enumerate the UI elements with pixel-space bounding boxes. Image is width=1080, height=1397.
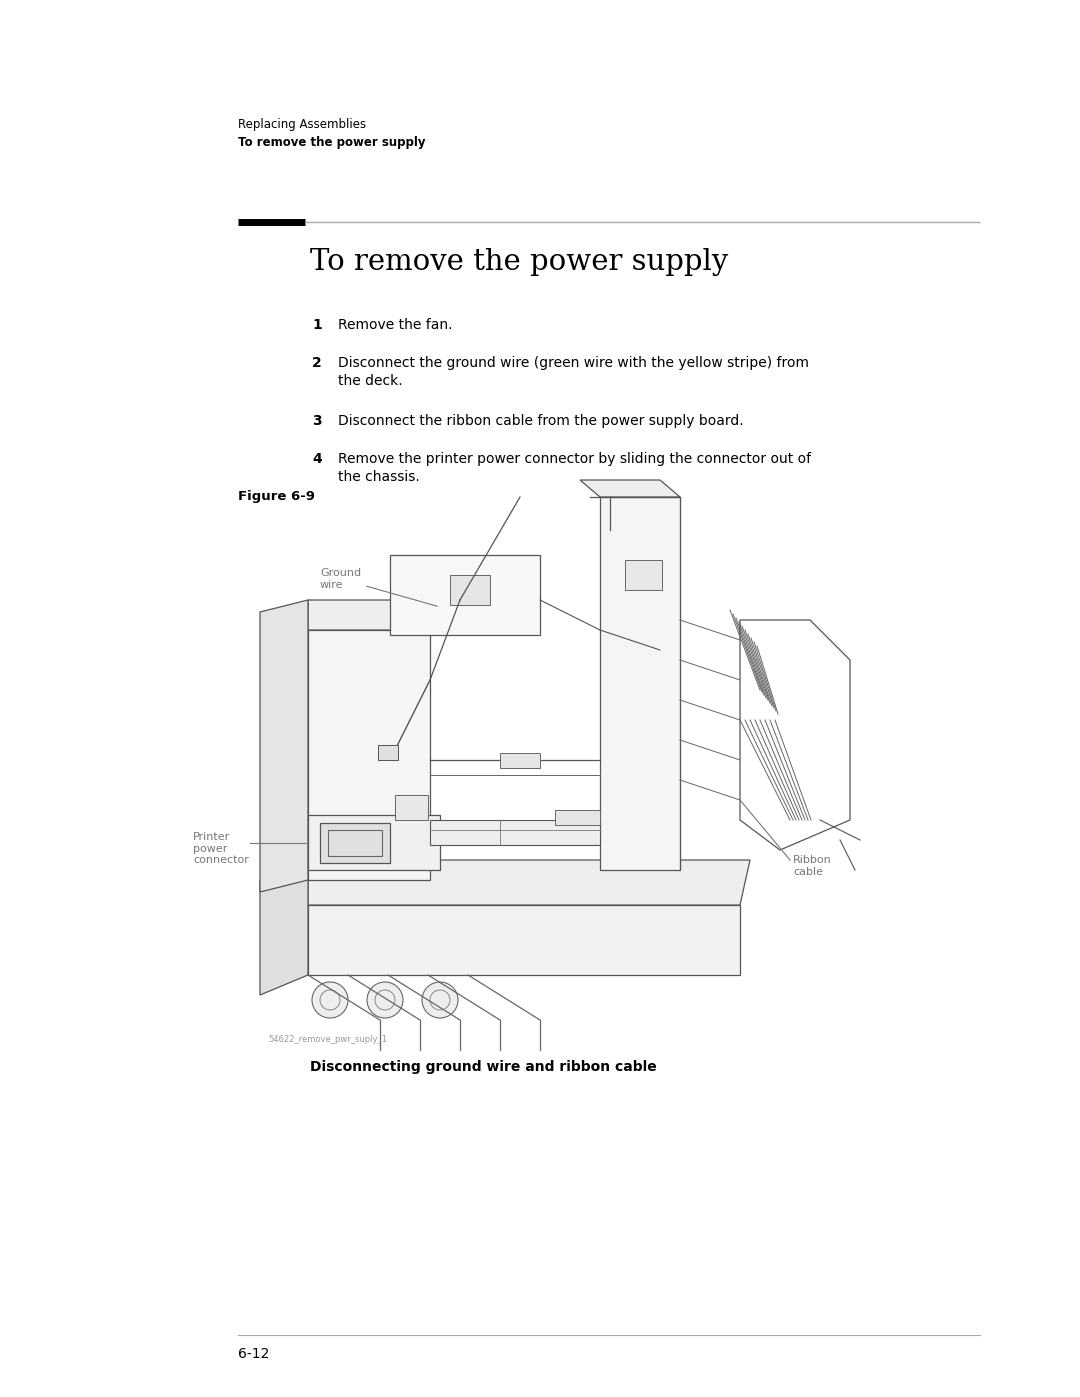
Text: 54622_remove_pwr_suply_1: 54622_remove_pwr_suply_1 — [268, 1035, 387, 1044]
Polygon shape — [308, 599, 450, 630]
Polygon shape — [378, 745, 399, 760]
Polygon shape — [580, 481, 680, 497]
Polygon shape — [395, 795, 428, 820]
Polygon shape — [308, 630, 430, 880]
Polygon shape — [430, 820, 600, 845]
Text: Disconnect the ribbon cable from the power supply board.: Disconnect the ribbon cable from the pow… — [338, 414, 744, 427]
Circle shape — [312, 982, 348, 1018]
Text: 6-12: 6-12 — [238, 1347, 269, 1361]
Circle shape — [367, 982, 403, 1018]
Text: Remove the fan.: Remove the fan. — [338, 319, 453, 332]
Polygon shape — [555, 810, 600, 826]
Polygon shape — [390, 555, 540, 636]
Text: the chassis.: the chassis. — [338, 469, 420, 483]
Text: Figure 6-9: Figure 6-9 — [238, 490, 315, 503]
Text: the deck.: the deck. — [338, 374, 403, 388]
Text: 2: 2 — [312, 356, 322, 370]
Text: 1: 1 — [312, 319, 322, 332]
Polygon shape — [308, 905, 740, 975]
Text: To remove the power supply: To remove the power supply — [310, 249, 728, 277]
Text: Ribbon
cable: Ribbon cable — [793, 855, 832, 876]
Polygon shape — [308, 861, 750, 905]
Polygon shape — [308, 814, 440, 870]
Polygon shape — [260, 861, 308, 995]
Circle shape — [422, 982, 458, 1018]
Polygon shape — [320, 823, 390, 863]
Polygon shape — [450, 576, 490, 605]
Text: Remove the printer power connector by sliding the connector out of: Remove the printer power connector by sl… — [338, 453, 811, 467]
Text: 3: 3 — [312, 414, 322, 427]
Text: 4: 4 — [312, 453, 322, 467]
Text: To remove the power supply: To remove the power supply — [238, 136, 426, 149]
Text: Ground
wire: Ground wire — [320, 569, 437, 606]
Text: Printer
power
connector: Printer power connector — [193, 833, 248, 865]
Polygon shape — [260, 599, 308, 893]
Polygon shape — [625, 560, 662, 590]
Text: Disconnecting ground wire and ribbon cable: Disconnecting ground wire and ribbon cab… — [310, 1060, 657, 1074]
Polygon shape — [600, 497, 680, 870]
Text: Disconnect the ground wire (green wire with the yellow stripe) from: Disconnect the ground wire (green wire w… — [338, 356, 809, 370]
Text: Replacing Assemblies: Replacing Assemblies — [238, 117, 366, 131]
Polygon shape — [500, 753, 540, 768]
